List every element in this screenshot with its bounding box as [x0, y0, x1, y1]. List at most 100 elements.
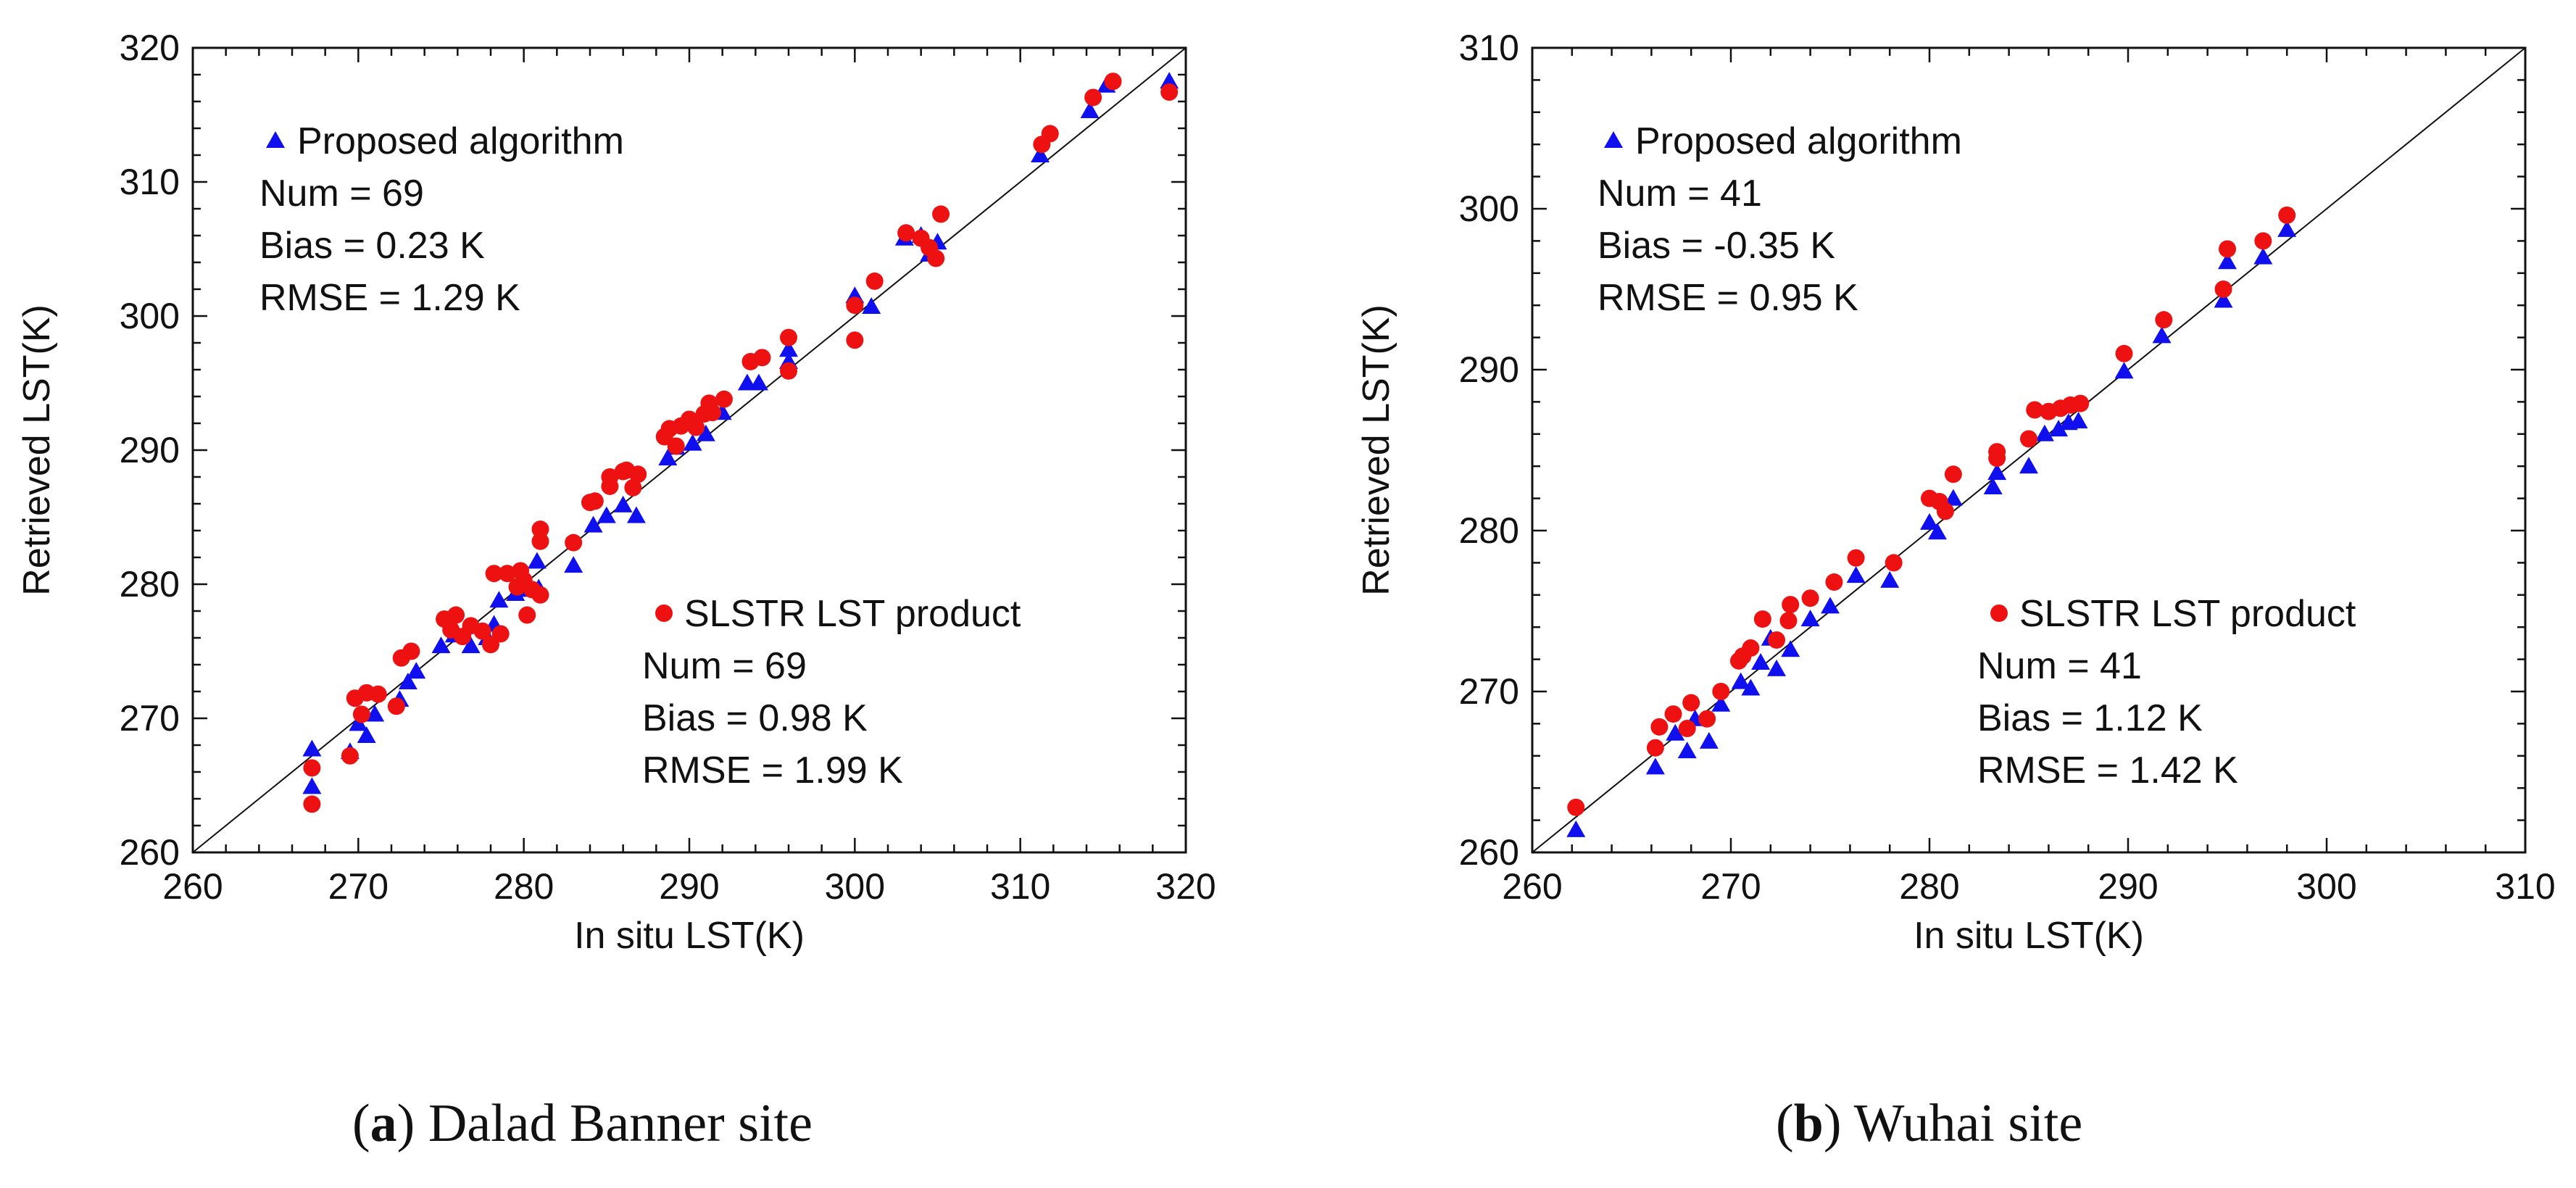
slstr-point [1678, 720, 1696, 738]
x-tick-label: 300 [825, 866, 885, 907]
legend-slstr-marker [655, 605, 673, 622]
stat-rmse: RMSE = 0.95 K [1597, 277, 1858, 319]
slstr-point [1825, 573, 1843, 591]
stat-num: Num = 41 [1597, 173, 1762, 215]
stat-bias: Bias = -0.35 K [1597, 225, 1835, 267]
slstr-point [1742, 639, 1760, 657]
slstr-point [629, 465, 647, 483]
x-tick-label: 310 [2495, 866, 2555, 907]
proposed-point [2049, 420, 2069, 437]
slstr-point [703, 404, 721, 422]
legend-slstr-label: SLSTR LST product [684, 593, 1021, 635]
slstr-point [715, 390, 733, 408]
legend-proposed-label: Proposed algorithm [1635, 120, 1962, 162]
slstr-point [303, 759, 321, 777]
slstr-point [667, 437, 685, 455]
stat-num: Num = 69 [259, 173, 424, 215]
proposed-point [1920, 512, 1939, 530]
slstr-point [624, 478, 642, 497]
slstr-point [2020, 430, 2037, 448]
proposed-point [2019, 457, 2038, 474]
proposed-point [1566, 820, 1586, 837]
proposed-point [1160, 72, 1179, 89]
slstr-point [1885, 554, 1903, 572]
slstr-point [1104, 72, 1122, 91]
slstr-point [1084, 88, 1102, 107]
slstr-point [932, 205, 950, 223]
proposed-point [1751, 653, 1771, 670]
x-tick-label: 260 [162, 866, 223, 907]
slstr-point [687, 418, 705, 436]
slstr-point [1664, 705, 1682, 723]
proposed-point [564, 556, 583, 573]
slstr-point [753, 349, 771, 367]
slstr-point [846, 331, 864, 349]
stat-rmse: RMSE = 1.99 K [642, 749, 903, 792]
y-tick-label: 260 [1459, 832, 1519, 873]
proposed-point [489, 591, 509, 608]
proposed-point [2277, 220, 2297, 237]
slstr-point [352, 705, 370, 723]
slstr-point [1698, 710, 1716, 728]
proposed-point [461, 636, 481, 654]
proposed-point [407, 662, 426, 679]
slstr-point [341, 747, 359, 765]
y-tick-label: 310 [1459, 28, 1519, 68]
slstr-point [402, 642, 420, 660]
slstr-point [303, 795, 321, 813]
proposed-point [1846, 566, 1866, 583]
slstr-point [1160, 83, 1179, 101]
slstr-point [2219, 240, 2236, 258]
legend-slstr-marker [1990, 605, 2008, 622]
x-tick-label: 290 [2098, 866, 2158, 907]
proposed-point [1943, 489, 1963, 506]
stat-bias: Bias = 0.98 K [642, 697, 868, 739]
slstr-point [1712, 683, 1730, 700]
y-tick-label: 290 [120, 430, 180, 470]
slstr-point [1682, 694, 1700, 712]
slstr-point [897, 224, 915, 242]
panel-a-caption-letter: a [370, 1094, 397, 1153]
proposed-point [2114, 362, 2134, 379]
proposed-point [1800, 610, 1820, 627]
y-tick-label: 320 [120, 28, 180, 68]
slstr-point [1779, 612, 1798, 630]
stat-num: Num = 69 [642, 645, 807, 687]
x-axis-title: In situ LST(K) [574, 915, 805, 957]
panel-b-caption-text: Wuhai site [1853, 1094, 2083, 1153]
slstr-point [498, 565, 516, 583]
proposed-point [1983, 478, 2003, 495]
slstr-point [447, 606, 465, 624]
slstr-point [1782, 596, 1800, 614]
proposed-point [1880, 570, 1900, 588]
proposed-point [583, 515, 603, 533]
slstr-point [1768, 631, 1786, 649]
proposed-point [1080, 101, 1100, 118]
slstr-point [1041, 125, 1059, 143]
slstr-point [1988, 443, 2006, 461]
legend-proposed-marker [266, 131, 285, 148]
slstr-point [2254, 232, 2272, 250]
y-tick-label: 280 [120, 564, 180, 605]
panel-b-caption-letter: b [1793, 1094, 1824, 1153]
proposed-point [357, 726, 376, 744]
proposed-point [431, 636, 451, 654]
stat-rmse: RMSE = 1.42 K [1977, 749, 2238, 792]
stat-bias: Bias = 1.12 K [1977, 697, 2203, 739]
proposed-point [1731, 672, 1750, 689]
slstr-point [2026, 401, 2044, 419]
y-tick-label: 300 [1459, 188, 1519, 229]
slstr-point [1646, 739, 1664, 757]
slstr-point [1801, 589, 1819, 607]
slstr-point [1944, 465, 1962, 483]
proposed-point [2069, 412, 2088, 429]
y-axis-title: Retrieved LST(K) [1355, 304, 1397, 596]
slstr-point [491, 625, 510, 643]
proposed-point [1741, 678, 1761, 696]
proposed-point [1666, 723, 1685, 741]
slstr-point [2115, 344, 2133, 362]
proposed-point [302, 777, 322, 794]
